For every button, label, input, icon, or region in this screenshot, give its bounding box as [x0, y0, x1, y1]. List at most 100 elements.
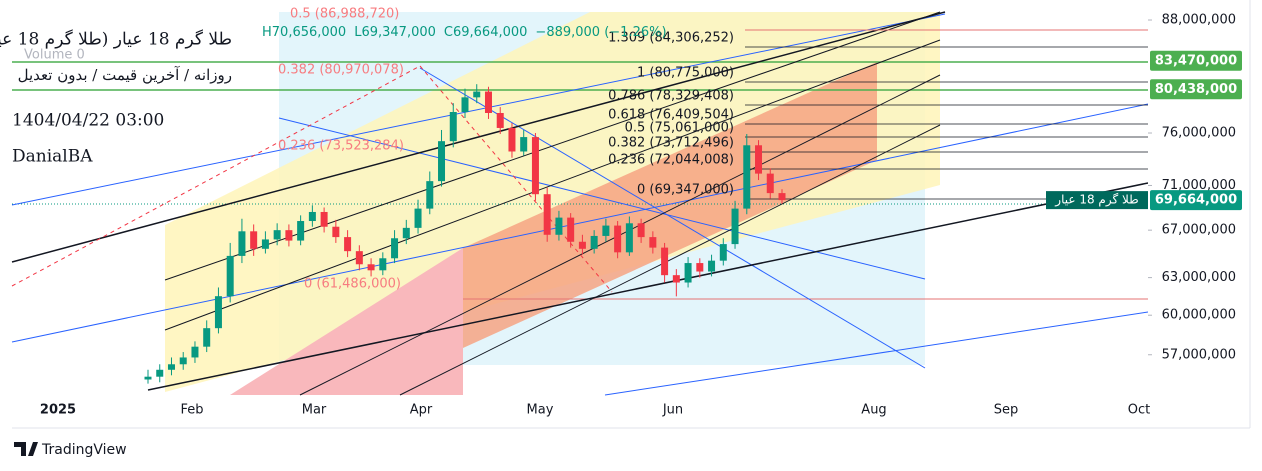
- axes: 88,000,000 76,000,000 71,000,000 67,000,000…: [12, 0, 1262, 430]
- symbol-label: طلا گرم 18 عیار: [1054, 193, 1138, 208]
- candle-body: [684, 263, 692, 283]
- candle-body: [461, 97, 469, 113]
- candle-body: [167, 364, 175, 370]
- candle-body: [144, 376, 152, 380]
- y-tick-label: 63,000,000: [1162, 270, 1236, 285]
- fib-label: 0.618 (76,409,504): [608, 108, 734, 123]
- y-tick-label: 88,000,000: [1162, 13, 1236, 28]
- price-label: 80,438,000: [1155, 82, 1237, 97]
- price-axis-bg: [1148, 0, 1262, 430]
- candle-body: [402, 227, 410, 239]
- candle-body: [238, 231, 246, 256]
- fib-label: 0.5 (86,988,720): [290, 7, 399, 22]
- x-tick-label: Aug: [861, 403, 886, 418]
- candle-body: [531, 137, 539, 195]
- volume-label: Volume 0: [24, 48, 85, 63]
- interval-label: روزانه / آخرین قیمت / بدون تعدیل: [18, 66, 232, 84]
- candle-body: [778, 193, 786, 201]
- candle-body: [156, 369, 164, 377]
- candle-body: [332, 226, 340, 238]
- y-tick-label: 67,000,000: [1162, 223, 1236, 238]
- y-tick-label: 60,000,000: [1162, 308, 1236, 323]
- price-label-box: [1150, 190, 1242, 211]
- y-tick-label: 71,000,000: [1162, 178, 1236, 193]
- fib-label: 0.786 (78,329,408): [608, 89, 734, 104]
- channel-line: [164, 11, 941, 281]
- candle-body: [649, 237, 657, 248]
- x-tick-label: May: [527, 403, 554, 418]
- trend-line: [147, 182, 1149, 391]
- candles: [144, 84, 786, 384]
- fib-levels: 1.309 (84,306,252) 1 (80,775,000) 0.786 (7…: [278, 7, 1148, 292]
- candle-body: [719, 244, 727, 261]
- candle-body: [449, 112, 457, 142]
- candle-body: [708, 260, 716, 272]
- x-tick-label: Feb: [180, 403, 203, 418]
- candle-body: [273, 230, 281, 240]
- candle-body: [602, 225, 610, 236]
- ohlc-legend: H70,656,000 L69,347,000 C69,664,000 −889,00…: [262, 25, 667, 40]
- candle-body: [320, 211, 328, 227]
- candle-body: [308, 211, 316, 222]
- candle-body: [214, 296, 222, 329]
- trend-line: [419, 67, 926, 369]
- branding: TradingView: [14, 442, 127, 458]
- candle-body: [625, 223, 633, 253]
- fib-label: 1 (80,775,000): [637, 66, 734, 81]
- candle-body: [179, 357, 187, 365]
- y-tick-label: 76,000,000: [1162, 126, 1236, 141]
- trend-line: [11, 11, 946, 263]
- fib-label: 0 (69,347,000): [637, 183, 734, 198]
- candle-body: [391, 238, 399, 259]
- candle-body: [555, 217, 563, 235]
- candle-body: [367, 264, 375, 271]
- candle-body: [355, 251, 363, 265]
- candle-body: [473, 91, 481, 98]
- fib-trend: [419, 65, 613, 293]
- ohlc-value: H70,656,000: [262, 25, 346, 40]
- fib-label: 1.309 (84,306,252): [608, 31, 734, 46]
- brand: TradingView: [41, 442, 127, 458]
- fib-label: 0.236 (72,044,008): [608, 153, 734, 168]
- price-label-box: [1150, 79, 1242, 100]
- symbol-label-box: [1046, 191, 1148, 210]
- channel-line: [164, 39, 941, 331]
- x-tick-label: 2025: [40, 403, 76, 418]
- candle-body: [766, 173, 774, 194]
- date-label: 1404/04/22 03:00: [12, 111, 164, 131]
- candle-body: [261, 239, 269, 249]
- price-label: 83,470,000: [1155, 53, 1237, 68]
- x-tick-label: Sep: [994, 403, 1019, 418]
- candle-body: [567, 217, 575, 242]
- author-label: DanialBA: [12, 147, 93, 167]
- candle-body: [614, 225, 622, 253]
- y-tick-label: 57,000,000: [1162, 347, 1236, 362]
- price-label: 69,664,000: [1155, 193, 1237, 208]
- candle-body: [484, 91, 492, 113]
- x-tick-label: Oct: [1128, 403, 1150, 418]
- red-zone: [230, 248, 463, 395]
- candle-body: [755, 145, 763, 174]
- candle-body: [285, 230, 293, 241]
- fib-label: 0 (61,486,000): [304, 277, 401, 292]
- candle-body: [344, 237, 352, 252]
- ohlc-value: L69,347,000: [354, 25, 436, 40]
- candle-body: [438, 141, 446, 182]
- legend: H70,656,000 L69,347,000 C69,664,000 −889,00…: [0, 25, 667, 167]
- price-label-box: [1150, 50, 1242, 71]
- candle-body: [696, 263, 704, 272]
- trend-line: [11, 103, 1149, 343]
- candle-body: [414, 208, 422, 228]
- fib-label: 0.236 (73,523,284): [278, 139, 404, 154]
- candle-body: [543, 194, 551, 235]
- candle-body: [379, 258, 387, 271]
- candle-body: [496, 112, 504, 128]
- candle-body: [520, 137, 528, 152]
- symbol-title: طلا گرم 18 عیار (طلا گرم 18 عیار): [0, 29, 232, 50]
- fib-label: 0.5 (75,061,000): [625, 121, 734, 136]
- drawings: [11, 11, 1149, 396]
- candle-body: [203, 328, 211, 347]
- fib-trend: [11, 65, 421, 287]
- fib-label: 0.382 (73,712,496): [608, 136, 734, 151]
- candle-body: [731, 208, 739, 245]
